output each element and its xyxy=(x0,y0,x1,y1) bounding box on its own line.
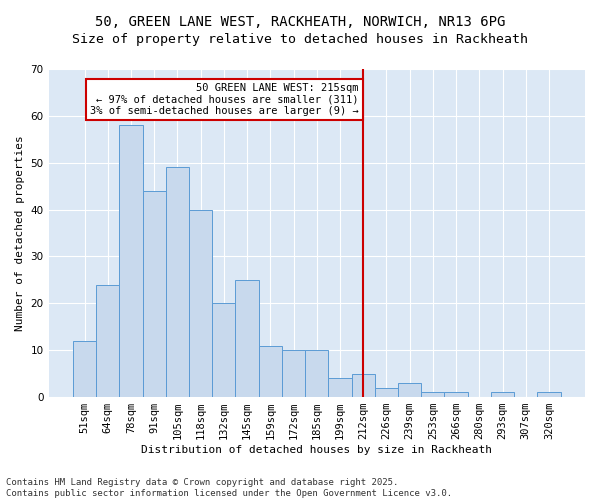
Bar xyxy=(73,341,96,397)
Bar xyxy=(375,388,398,397)
Bar xyxy=(189,210,212,397)
Text: Contains HM Land Registry data © Crown copyright and database right 2025.
Contai: Contains HM Land Registry data © Crown c… xyxy=(6,478,452,498)
Bar xyxy=(212,304,235,397)
Y-axis label: Number of detached properties: Number of detached properties xyxy=(15,135,25,331)
Text: 50, GREEN LANE WEST, RACKHEATH, NORWICH, NR13 6PG: 50, GREEN LANE WEST, RACKHEATH, NORWICH,… xyxy=(95,15,505,29)
Bar xyxy=(538,392,560,397)
Bar xyxy=(305,350,328,397)
Bar xyxy=(328,378,352,397)
Bar xyxy=(445,392,468,397)
Bar xyxy=(166,168,189,397)
Bar xyxy=(143,191,166,397)
Text: Size of property relative to detached houses in Rackheath: Size of property relative to detached ho… xyxy=(72,32,528,46)
Bar xyxy=(119,125,143,397)
X-axis label: Distribution of detached houses by size in Rackheath: Distribution of detached houses by size … xyxy=(141,445,492,455)
Bar xyxy=(259,346,282,397)
Bar xyxy=(398,383,421,397)
Bar xyxy=(421,392,445,397)
Bar xyxy=(235,280,259,397)
Text: 50 GREEN LANE WEST: 215sqm
← 97% of detached houses are smaller (311)
3% of semi: 50 GREEN LANE WEST: 215sqm ← 97% of deta… xyxy=(90,83,359,116)
Bar xyxy=(491,392,514,397)
Bar xyxy=(96,284,119,397)
Bar xyxy=(282,350,305,397)
Bar xyxy=(352,374,375,397)
